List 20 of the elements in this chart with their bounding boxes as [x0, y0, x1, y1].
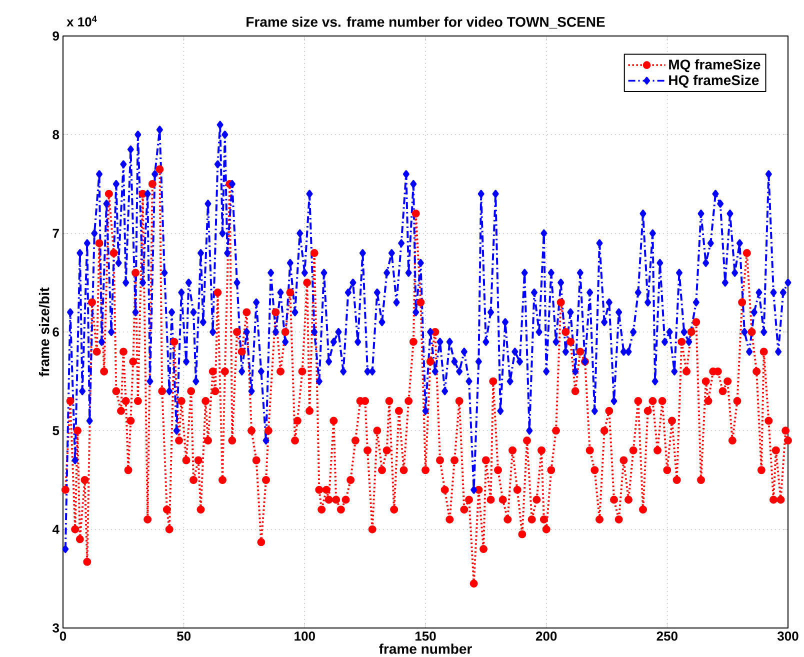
y-tick-label: 8 [52, 130, 60, 140]
x-axis-title: frame number [379, 643, 472, 654]
legend-label: HQ frameSize [669, 74, 759, 88]
x-tick-label: 250 [656, 631, 678, 641]
x-tick-label: 100 [294, 631, 315, 641]
text: x 10$^{4}$ [66, 16, 97, 26]
y-tick-label: 7 [52, 228, 59, 238]
x-tick-label: 300 [777, 631, 798, 641]
x-tick-label: 0 [60, 631, 66, 641]
y-tick-label: 3 [52, 623, 60, 632]
y-tick-label: 5 [52, 426, 60, 436]
y-axis-title: frame size/bit [38, 287, 50, 376]
chart-title: Frame size vs. frame number for video TOWN_SCENE [246, 16, 605, 28]
x-tick-label: 200 [536, 631, 557, 641]
y-tick-label: 4 [52, 524, 60, 534]
y-tick-label: 9 [52, 31, 59, 40]
x-tick-label: 50 [177, 631, 191, 641]
y-tick-label: 6 [52, 327, 60, 336]
x-tick-label: 150 [415, 631, 436, 641]
legend-label: MQ frameSize [669, 59, 760, 72]
